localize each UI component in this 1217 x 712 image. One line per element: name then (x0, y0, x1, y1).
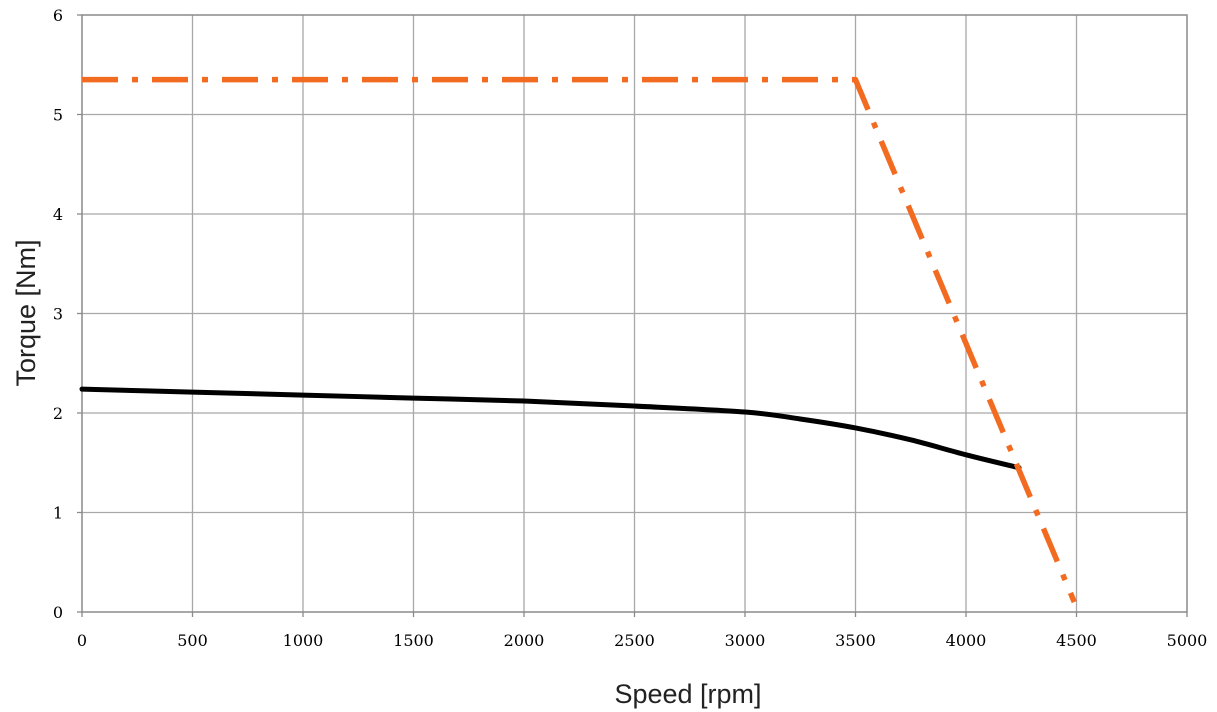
y-tick-label: 1 (53, 504, 63, 523)
x-tick-label: 1000 (283, 631, 324, 650)
y-axis-label: Torque [Nm] (11, 239, 41, 386)
x-tick-label: 500 (177, 631, 208, 650)
y-tick-label: 6 (53, 6, 63, 25)
y-axis-ticks: 0 1 2 3 4 5 6 (53, 6, 82, 622)
grid (82, 15, 1187, 612)
y-tick-label: 0 (53, 603, 63, 622)
y-tick-label: 4 (53, 205, 63, 224)
x-tick-label: 4500 (1056, 631, 1097, 650)
x-axis-ticks: 0 500 1000 1500 2000 2500 3000 3500 4000 4500 5000 (77, 612, 1207, 650)
y-tick-label: 2 (53, 404, 63, 423)
x-tick-label: 3000 (725, 631, 766, 650)
series-layer (79, 76, 1077, 604)
x-tick-label: 3500 (835, 631, 876, 650)
x-tick-label: 2500 (614, 631, 655, 650)
x-axis-label: Speed [rpm] (614, 679, 761, 709)
series-line-measured-torque (79, 386, 1022, 471)
x-tick-label: 4000 (946, 631, 987, 650)
x-tick-label: 0 (77, 631, 87, 650)
y-tick-label: 5 (53, 106, 63, 125)
y-tick-label: 3 (53, 305, 63, 324)
series-line-torque-limit (82, 76, 1077, 604)
x-tick-label: 5000 (1167, 631, 1208, 650)
x-tick-label: 2000 (504, 631, 545, 650)
x-tick-label: 1500 (393, 631, 434, 650)
